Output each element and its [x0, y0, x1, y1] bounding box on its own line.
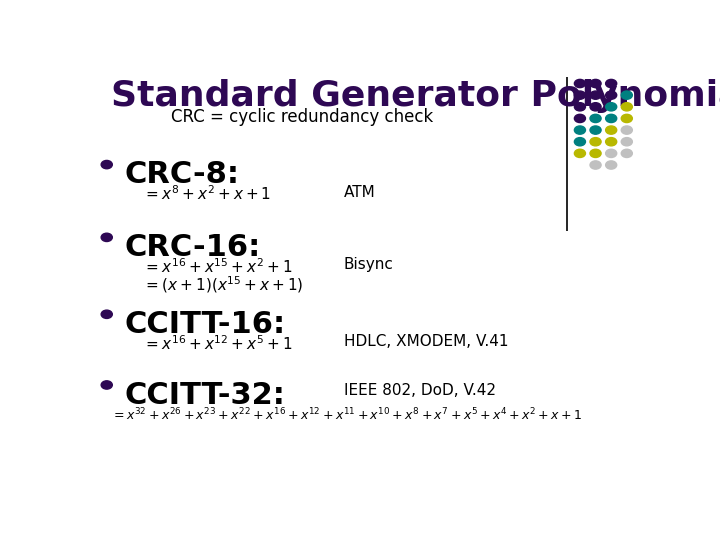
- Circle shape: [606, 91, 617, 99]
- Circle shape: [101, 160, 112, 168]
- Text: ATM: ATM: [344, 185, 376, 200]
- Circle shape: [606, 79, 617, 87]
- Circle shape: [575, 91, 585, 99]
- Circle shape: [590, 138, 601, 146]
- Text: CRC = cyclic redundancy check: CRC = cyclic redundancy check: [171, 109, 433, 126]
- Circle shape: [101, 310, 112, 319]
- Circle shape: [621, 149, 632, 158]
- Circle shape: [575, 114, 585, 123]
- Text: CRC-16:: CRC-16:: [125, 233, 261, 262]
- Text: IEEE 802, DoD, V.42: IEEE 802, DoD, V.42: [344, 383, 496, 398]
- Circle shape: [621, 114, 632, 123]
- Text: $= x^{16} + x^{15} + x^{2} + 1$: $= x^{16} + x^{15} + x^{2} + 1$: [143, 258, 293, 276]
- Circle shape: [621, 126, 632, 134]
- Circle shape: [606, 126, 617, 134]
- Circle shape: [575, 79, 585, 87]
- Circle shape: [606, 114, 617, 123]
- Circle shape: [590, 79, 601, 87]
- Text: $= (x + 1)(x^{15} + x + 1)$: $= (x + 1)(x^{15} + x + 1)$: [143, 275, 304, 295]
- Circle shape: [606, 149, 617, 158]
- Text: Standard Generator Polynomials: Standard Generator Polynomials: [111, 79, 720, 113]
- Circle shape: [606, 103, 617, 111]
- Circle shape: [590, 161, 601, 169]
- Circle shape: [575, 149, 585, 158]
- Text: Bisync: Bisync: [344, 258, 394, 272]
- Circle shape: [575, 103, 585, 111]
- Circle shape: [101, 381, 112, 389]
- Circle shape: [590, 103, 601, 111]
- Text: $= x^{8} + x^{2} + x + 1$: $= x^{8} + x^{2} + x + 1$: [143, 185, 271, 203]
- Circle shape: [575, 138, 585, 146]
- Circle shape: [590, 114, 601, 123]
- Text: $= x^{16} + x^{12} + x^{5} + 1$: $= x^{16} + x^{12} + x^{5} + 1$: [143, 334, 293, 353]
- Text: HDLC, XMODEM, V.41: HDLC, XMODEM, V.41: [344, 334, 508, 349]
- Text: CCITT-32:: CCITT-32:: [125, 381, 285, 410]
- Circle shape: [575, 126, 585, 134]
- Circle shape: [621, 138, 632, 146]
- Circle shape: [590, 126, 601, 134]
- Text: CCITT-16:: CCITT-16:: [125, 310, 286, 339]
- Circle shape: [101, 233, 112, 241]
- Circle shape: [621, 103, 632, 111]
- Circle shape: [590, 149, 601, 158]
- Circle shape: [621, 91, 632, 99]
- Circle shape: [606, 161, 617, 169]
- Circle shape: [606, 138, 617, 146]
- Text: $= x^{32} + x^{26} + x^{23} + x^{22} + x^{16} + x^{12} + x^{11} + x^{10} + x^{8}: $= x^{32} + x^{26} + x^{23} + x^{22} + x…: [111, 407, 582, 423]
- Text: CRC-8:: CRC-8:: [125, 160, 240, 190]
- Circle shape: [590, 91, 601, 99]
